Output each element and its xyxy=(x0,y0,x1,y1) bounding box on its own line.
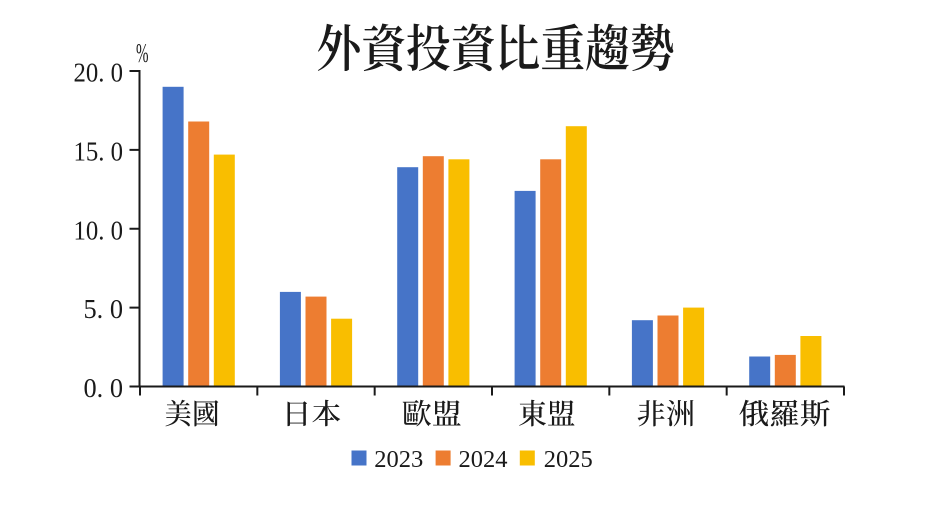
svg-text:0. 0: 0. 0 xyxy=(84,372,124,403)
svg-text:5. 0: 5. 0 xyxy=(84,293,124,324)
svg-text:20. 0: 20. 0 xyxy=(74,57,124,88)
svg-text:2023: 2023 xyxy=(374,446,423,473)
svg-text:2024: 2024 xyxy=(459,446,508,473)
svg-text:%: % xyxy=(136,37,149,68)
svg-text:10. 0: 10. 0 xyxy=(74,214,124,245)
svg-text:2025: 2025 xyxy=(544,446,593,473)
svg-text:15. 0: 15. 0 xyxy=(74,135,124,166)
